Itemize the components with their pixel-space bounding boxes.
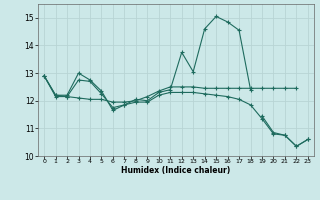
- X-axis label: Humidex (Indice chaleur): Humidex (Indice chaleur): [121, 166, 231, 175]
